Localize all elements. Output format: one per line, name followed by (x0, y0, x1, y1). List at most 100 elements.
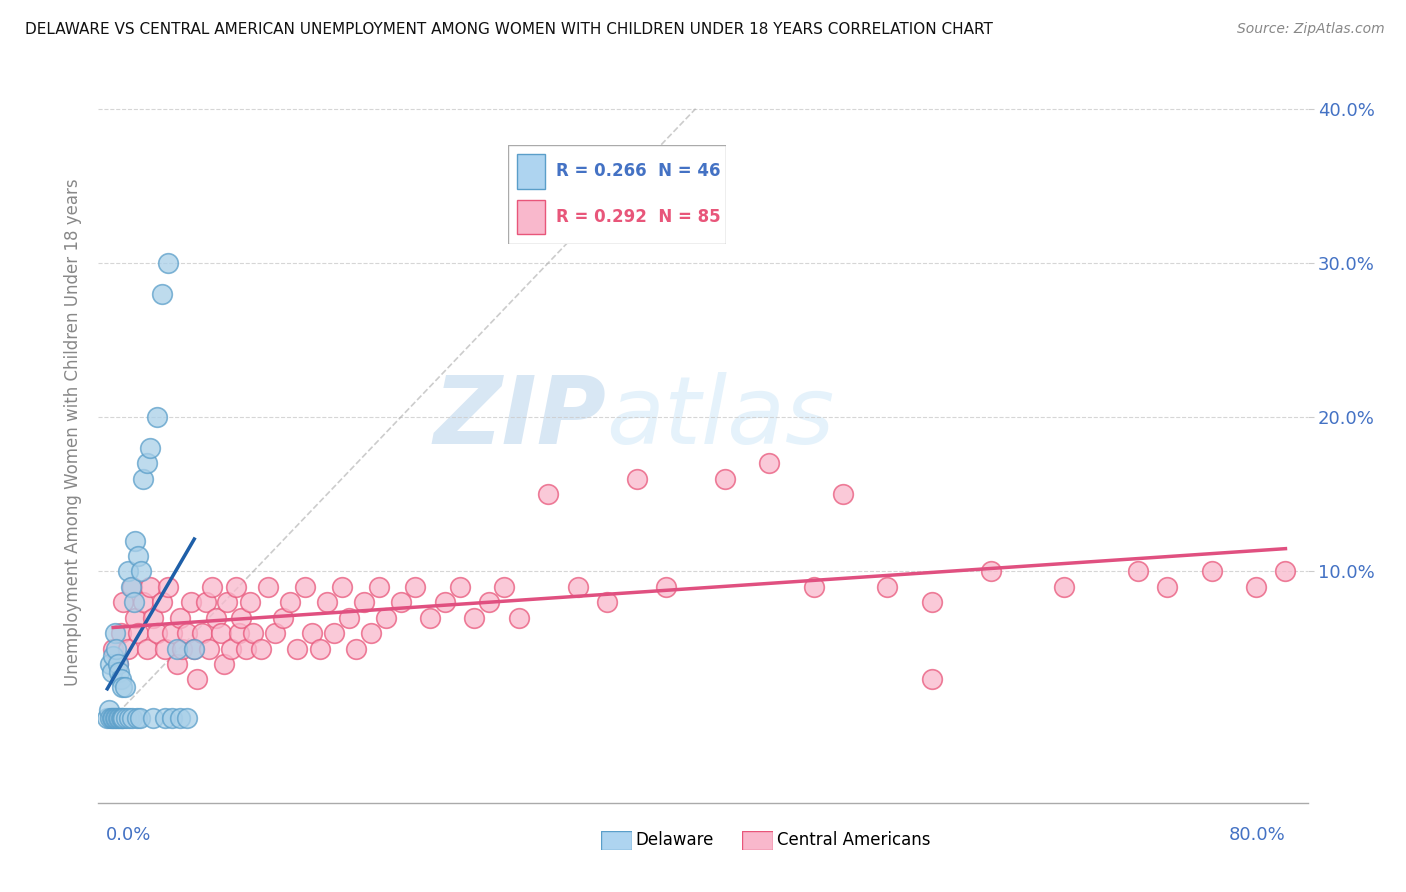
Point (104, 626, 127, 640)
Point (463, 610, 485, 624)
Text: Central Americans: Central Americans (776, 831, 931, 849)
Point (153, 641, 176, 656)
Point (375, 610, 398, 624)
Point (100, 665, 122, 679)
Point (101, 649, 124, 664)
FancyBboxPatch shape (508, 145, 725, 244)
Point (107, 711, 129, 725)
Point (264, 626, 287, 640)
Point (139, 580, 162, 594)
Point (239, 595, 262, 609)
Point (150, 286, 173, 301)
Point (980, 565, 1002, 579)
Point (111, 711, 134, 725)
Point (205, 610, 228, 624)
Point (112, 711, 135, 725)
Point (146, 626, 169, 640)
Point (278, 595, 301, 609)
Point (176, 711, 198, 725)
Point (169, 711, 191, 725)
Point (108, 711, 131, 725)
Point (111, 680, 134, 694)
Point (105, 711, 128, 725)
Point (212, 657, 235, 671)
Point (921, 595, 943, 609)
Point (758, 457, 780, 471)
Point (190, 626, 212, 640)
Point (122, 595, 145, 609)
Point (176, 626, 198, 640)
Point (101, 641, 124, 656)
Point (921, 673, 943, 687)
Point (114, 680, 136, 694)
Point (198, 641, 221, 656)
Point (367, 580, 389, 594)
Point (98, 711, 121, 725)
Point (201, 580, 224, 594)
Point (209, 626, 232, 640)
Point (180, 595, 202, 609)
Text: Delaware: Delaware (636, 831, 713, 849)
Text: R = 0.292  N = 85: R = 0.292 N = 85 (555, 208, 721, 226)
Point (308, 641, 330, 656)
Point (323, 626, 346, 640)
Point (404, 580, 426, 594)
Point (166, 657, 188, 671)
Point (98, 657, 121, 671)
Point (110, 626, 132, 640)
Point (172, 641, 194, 656)
Point (183, 641, 205, 656)
Point (118, 711, 141, 725)
Point (271, 610, 294, 624)
Point (316, 595, 339, 609)
Point (492, 580, 515, 594)
Point (1053, 580, 1076, 594)
Point (1201, 565, 1223, 579)
Text: atlas: atlas (606, 372, 835, 463)
Point (803, 580, 825, 594)
Text: 0.0%: 0.0% (105, 826, 152, 844)
Point (537, 487, 560, 501)
Text: 80.0%: 80.0% (1229, 826, 1285, 844)
Point (156, 256, 179, 270)
Point (142, 610, 165, 624)
Point (567, 580, 589, 594)
Point (125, 711, 148, 725)
Point (96, 711, 118, 725)
Point (235, 641, 257, 656)
Text: Source: ZipAtlas.com: Source: ZipAtlas.com (1237, 22, 1385, 37)
Point (129, 565, 152, 579)
Point (115, 711, 138, 725)
Point (346, 641, 368, 656)
Point (596, 595, 619, 609)
Point (127, 549, 149, 563)
Point (287, 641, 309, 656)
Point (186, 673, 208, 687)
Y-axis label: Unemployment Among Women with Children Under 18 years: Unemployment Among Women with Children U… (63, 178, 82, 687)
Point (360, 626, 382, 640)
Point (242, 626, 264, 640)
Point (136, 641, 159, 656)
Point (433, 595, 456, 609)
Point (120, 580, 142, 594)
Point (142, 711, 165, 725)
Point (419, 610, 441, 624)
Point (301, 626, 323, 640)
Point (117, 565, 139, 579)
Point (153, 711, 176, 725)
Point (714, 472, 737, 486)
Point (156, 580, 179, 594)
Point (128, 711, 150, 725)
Point (215, 595, 238, 609)
Point (110, 711, 132, 725)
Point (131, 472, 153, 486)
Point (146, 410, 169, 425)
Point (160, 626, 183, 640)
Point (150, 595, 173, 609)
Point (330, 580, 353, 594)
Point (876, 580, 898, 594)
Point (97, 703, 120, 717)
Point (449, 580, 471, 594)
Point (110, 673, 132, 687)
Point (1126, 565, 1149, 579)
